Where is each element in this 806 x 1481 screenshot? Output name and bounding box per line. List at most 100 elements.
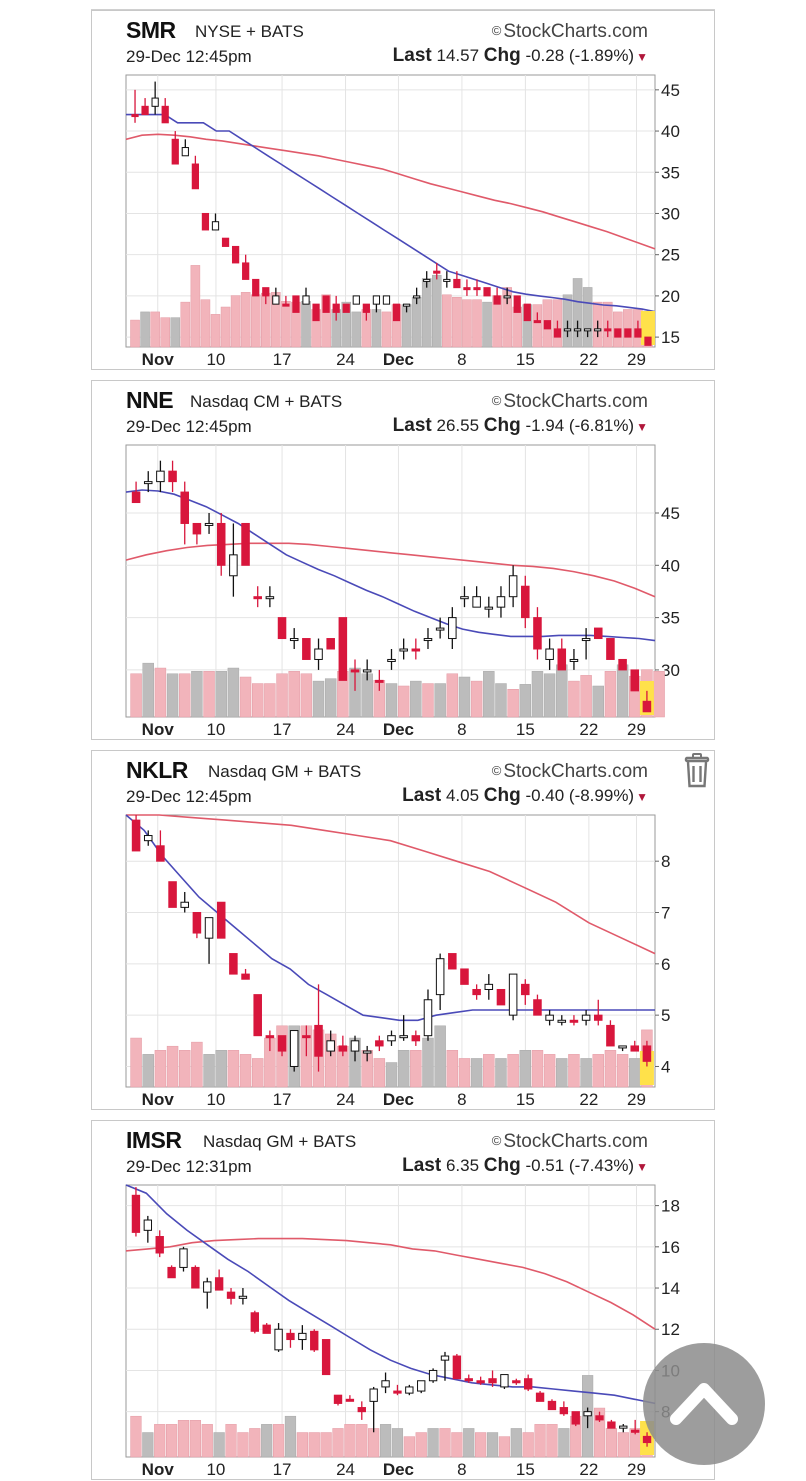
candle-body: [533, 617, 542, 650]
last-label: Last: [402, 785, 442, 806]
candle-body: [524, 1378, 533, 1390]
last-price: 26.55: [436, 416, 480, 435]
volume-bar: [215, 671, 227, 718]
volume-bar: [240, 292, 251, 348]
candle-body: [375, 1040, 384, 1047]
volume-bar: [463, 1428, 475, 1458]
candle-body: [302, 295, 310, 305]
price-chart[interactable]: 4 5 6 7 8 Nov 10 17 24 Dec 8 15 22 29: [92, 751, 714, 1109]
candle-body: [484, 606, 494, 610]
candle-body: [463, 287, 471, 291]
x-tick-label: 24: [336, 1090, 355, 1109]
candle-body: [443, 278, 451, 282]
candle-body: [262, 1324, 271, 1334]
candle-body: [581, 1014, 591, 1021]
price-chart[interactable]: 81012141618Nov101724Dec8152229: [92, 1121, 714, 1479]
chart-panel[interactable]: NNE Nasdaq CM + BATS © StockCharts.com 29-De…: [91, 380, 715, 740]
candle-body: [362, 669, 372, 673]
volume-bar: [239, 1054, 252, 1088]
volume-bar: [179, 1050, 191, 1088]
candle-body: [143, 835, 153, 842]
last-label: Last: [392, 45, 432, 66]
volume-bar: [300, 673, 313, 718]
candle-body: [634, 328, 642, 338]
volume-bar: [483, 671, 495, 718]
volume-bar: [543, 673, 556, 718]
ticker-symbol: IMSR: [126, 1127, 182, 1153]
volume-bar: [227, 667, 240, 718]
price-chart[interactable]: 15 20 25 30 35 40 45 Nov 10 17 24 Dec 8 15 22 29: [92, 11, 714, 369]
x-tick-label: 8: [457, 1460, 466, 1479]
candle-body: [350, 669, 360, 673]
volume-bar: [391, 1428, 404, 1458]
volume-bar: [220, 306, 231, 348]
volume-bar: [410, 1050, 422, 1088]
candle-body: [521, 983, 530, 996]
x-tick-label: 29: [627, 1460, 646, 1479]
chart-panel[interactable]: SMR NYSE + BATS © StockCharts.com 29-Dec 12:…: [91, 10, 715, 370]
candle-body: [553, 328, 562, 338]
candle-body: [435, 627, 445, 631]
quote-summary: Last 4.05 Chg -0.40 (-8.99%) ▼: [402, 785, 648, 807]
delete-button[interactable]: [680, 752, 714, 790]
volume-bar: [166, 1045, 179, 1088]
candle-body: [131, 1194, 141, 1233]
candle-body: [604, 328, 612, 332]
volume-bar: [482, 301, 492, 348]
x-tick-label: 10: [206, 350, 225, 369]
candle-body: [614, 328, 622, 338]
x-tick-label: 10: [206, 720, 225, 739]
x-tick-label: Nov: [142, 720, 175, 739]
volume-bar: [272, 1424, 285, 1458]
volume-bar: [379, 1424, 392, 1458]
volume-bar: [142, 1432, 154, 1458]
volume-bar: [546, 1424, 558, 1458]
volume-bar: [371, 309, 382, 348]
x-tick-label: 8: [457, 350, 466, 369]
chart-panel[interactable]: IMSR Nasdaq GM + BATS © StockCharts.com 29-D…: [91, 1120, 715, 1480]
x-tick-label: Dec: [383, 1460, 414, 1479]
chart-header: IMSR Nasdaq GM + BATS © StockCharts.com 29-D…: [92, 1121, 714, 1183]
copyright-icon: ©: [491, 763, 502, 778]
candle-body: [216, 901, 226, 939]
candle-body: [535, 1392, 545, 1402]
moving-average-50-line: [126, 814, 656, 955]
candle-body: [179, 1248, 188, 1268]
candle-body: [203, 1281, 212, 1293]
volume-bar: [261, 1424, 273, 1458]
scroll-to-top-button[interactable]: [643, 1343, 765, 1465]
candle-body: [298, 1332, 307, 1341]
candle-body: [350, 1040, 360, 1052]
x-tick-label: Nov: [142, 350, 175, 369]
volume-bar: [415, 1432, 427, 1458]
down-triangle-icon: ▼: [636, 1160, 648, 1174]
candle-body: [265, 1035, 275, 1039]
candle-body: [282, 303, 290, 307]
candle-body: [221, 237, 230, 247]
x-tick-label: 15: [516, 1460, 535, 1479]
candle-body: [448, 617, 457, 640]
volume-bar: [324, 678, 337, 718]
candle-body: [381, 1380, 390, 1388]
quote-summary: Last 26.55 Chg -1.94 (-6.81%) ▼: [393, 415, 648, 437]
volume-bar: [191, 671, 203, 718]
candle-body: [204, 917, 214, 939]
moving-average-20-line: [125, 489, 656, 642]
price-chart[interactable]: 30 35 40 45 Nov 10 17 24 Dec 8 15 22 29: [92, 381, 714, 739]
candle-body: [460, 968, 469, 985]
y-tick-label: 8: [661, 852, 670, 871]
copyright-icon: ©: [491, 393, 502, 408]
volume-bar: [543, 1054, 556, 1088]
candle-body: [488, 1378, 497, 1384]
volume-bar: [251, 1058, 264, 1088]
candle-body: [226, 1291, 236, 1299]
candle-body: [606, 1024, 615, 1047]
x-tick-label: 29: [627, 720, 646, 739]
chart-panel[interactable]: NKLR Nasdaq GM + BATS © StockCharts.com 29-D…: [91, 750, 715, 1110]
candle-body: [399, 648, 408, 652]
last-price: 14.57: [436, 46, 480, 65]
candle-body: [180, 901, 190, 908]
volume-bar: [519, 684, 532, 718]
moving-average-50-line: [125, 542, 656, 598]
volume-bar: [486, 1432, 499, 1458]
